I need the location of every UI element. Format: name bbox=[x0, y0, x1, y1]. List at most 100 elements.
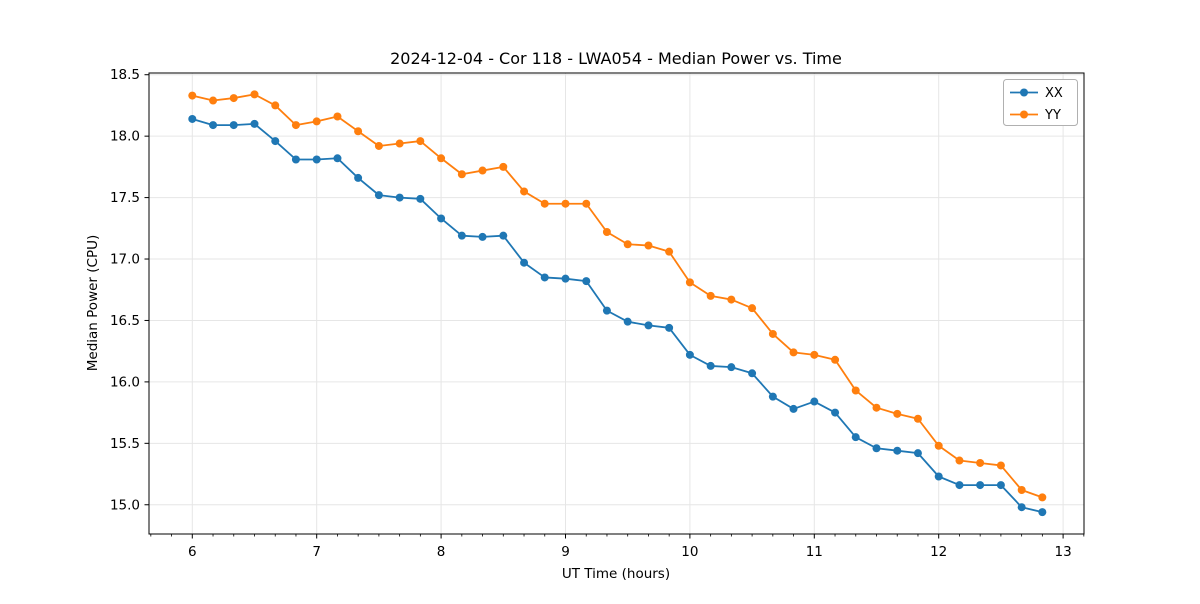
data-point-yy bbox=[229, 94, 238, 103]
legend-label-xx: XX bbox=[1045, 86, 1063, 101]
x-tick-label: 10 bbox=[681, 544, 698, 560]
x-tick-label: 11 bbox=[806, 544, 823, 560]
data-point-xx bbox=[727, 363, 736, 372]
data-point-yy bbox=[872, 403, 881, 412]
data-point-yy bbox=[209, 96, 218, 105]
data-point-xx bbox=[395, 193, 404, 202]
data-point-xx bbox=[520, 258, 529, 267]
data-point-xx bbox=[499, 231, 508, 240]
x-tick-label: 13 bbox=[1055, 544, 1072, 560]
data-point-xx bbox=[312, 155, 321, 164]
y-axis-label: Median Power (CPU) bbox=[85, 235, 101, 371]
data-point-yy bbox=[665, 247, 674, 256]
legend-marker bbox=[1020, 110, 1028, 119]
y-tick-label: 15.5 bbox=[110, 436, 140, 452]
data-point-xx bbox=[437, 214, 446, 223]
data-point-yy bbox=[291, 121, 300, 130]
y-tick-label: 15.0 bbox=[110, 497, 140, 513]
data-point-yy bbox=[561, 199, 570, 208]
data-point-yy bbox=[602, 227, 611, 236]
data-point-yy bbox=[768, 329, 777, 338]
data-point-yy bbox=[582, 199, 591, 208]
data-point-yy bbox=[271, 101, 280, 110]
y-tick-label: 17.5 bbox=[110, 190, 140, 206]
x-tick-label: 8 bbox=[437, 544, 446, 560]
data-point-yy bbox=[685, 278, 694, 287]
series-line-yy bbox=[192, 93, 1043, 499]
data-point-yy bbox=[312, 117, 321, 126]
data-point-xx bbox=[354, 173, 363, 182]
data-point-xx bbox=[1038, 508, 1047, 517]
data-point-xx bbox=[374, 191, 383, 200]
data-point-yy bbox=[374, 141, 383, 150]
data-point-xx bbox=[271, 137, 280, 146]
data-point-xx bbox=[623, 317, 632, 326]
data-point-yy bbox=[893, 409, 902, 418]
data-point-xx bbox=[602, 306, 611, 315]
legend-box bbox=[1003, 79, 1078, 126]
data-point-yy bbox=[1017, 486, 1026, 495]
data-point-xx bbox=[955, 481, 964, 490]
data-point-yy bbox=[934, 441, 943, 450]
data-point-xx bbox=[810, 397, 819, 406]
plot-border bbox=[148, 72, 1085, 535]
data-point-xx bbox=[851, 433, 860, 442]
x-tick-label: 7 bbox=[312, 544, 321, 560]
data-point-yy bbox=[851, 386, 860, 395]
data-point-xx bbox=[582, 277, 591, 286]
data-point-yy bbox=[1038, 493, 1047, 502]
data-point-xx bbox=[893, 446, 902, 455]
data-point-yy bbox=[478, 166, 487, 175]
data-point-yy bbox=[955, 456, 964, 465]
axis-tick-labels: 6 7 8 9 10 11 12 13 15.0 15.5 16.0 16.5 17.0 17.5 18.0… bbox=[110, 67, 1072, 560]
y-tick-label: 17.0 bbox=[110, 252, 140, 268]
data-point-yy bbox=[540, 199, 549, 208]
grid-lines bbox=[149, 73, 1084, 534]
legend-marker bbox=[1020, 88, 1028, 97]
data-point-xx bbox=[644, 321, 653, 330]
x-tick-label: 6 bbox=[188, 544, 197, 560]
data-point-yy bbox=[706, 291, 715, 300]
data-point-xx bbox=[1017, 503, 1026, 512]
data-point-xx bbox=[996, 481, 1005, 490]
y-tick-label: 16.5 bbox=[110, 313, 140, 329]
data-point-yy bbox=[976, 458, 985, 467]
data-point-yy bbox=[395, 139, 404, 148]
data-point-yy bbox=[437, 154, 446, 163]
data-point-xx bbox=[831, 408, 840, 417]
data-point-yy bbox=[333, 112, 342, 121]
data-point-xx bbox=[913, 449, 922, 458]
data-point-xx bbox=[457, 231, 466, 240]
y-tick-label: 16.0 bbox=[110, 374, 140, 390]
legend: XX YY bbox=[1003, 79, 1078, 126]
data-point-yy bbox=[457, 170, 466, 179]
x-tick-label: 9 bbox=[561, 544, 570, 560]
data-point-xx bbox=[291, 155, 300, 164]
data-point-xx bbox=[685, 350, 694, 359]
data-point-yy bbox=[520, 187, 529, 196]
data-point-yy bbox=[499, 162, 508, 171]
data-point-yy bbox=[996, 461, 1005, 470]
x-axis-label: UT Time (hours) bbox=[562, 566, 670, 582]
data-point-xx bbox=[540, 273, 549, 282]
data-point-xx bbox=[478, 232, 487, 241]
data-point-yy bbox=[748, 304, 757, 313]
data-point-yy bbox=[623, 240, 632, 249]
data-point-xx bbox=[209, 121, 218, 130]
data-point-yy bbox=[831, 355, 840, 364]
y-tick-label: 18.0 bbox=[110, 129, 140, 145]
data-point-yy bbox=[789, 348, 798, 357]
legend-label-yy: YY bbox=[1044, 108, 1061, 123]
data-point-xx bbox=[872, 444, 881, 453]
data-point-xx bbox=[768, 392, 777, 401]
data-point-xx bbox=[229, 121, 238, 130]
data-point-xx bbox=[333, 154, 342, 163]
data-point-xx bbox=[561, 274, 570, 283]
data-point-yy bbox=[913, 414, 922, 423]
data-point-xx bbox=[665, 323, 674, 332]
axis-ticks bbox=[144, 74, 1085, 539]
data-point-xx bbox=[416, 194, 425, 203]
data-point-yy bbox=[644, 241, 653, 250]
